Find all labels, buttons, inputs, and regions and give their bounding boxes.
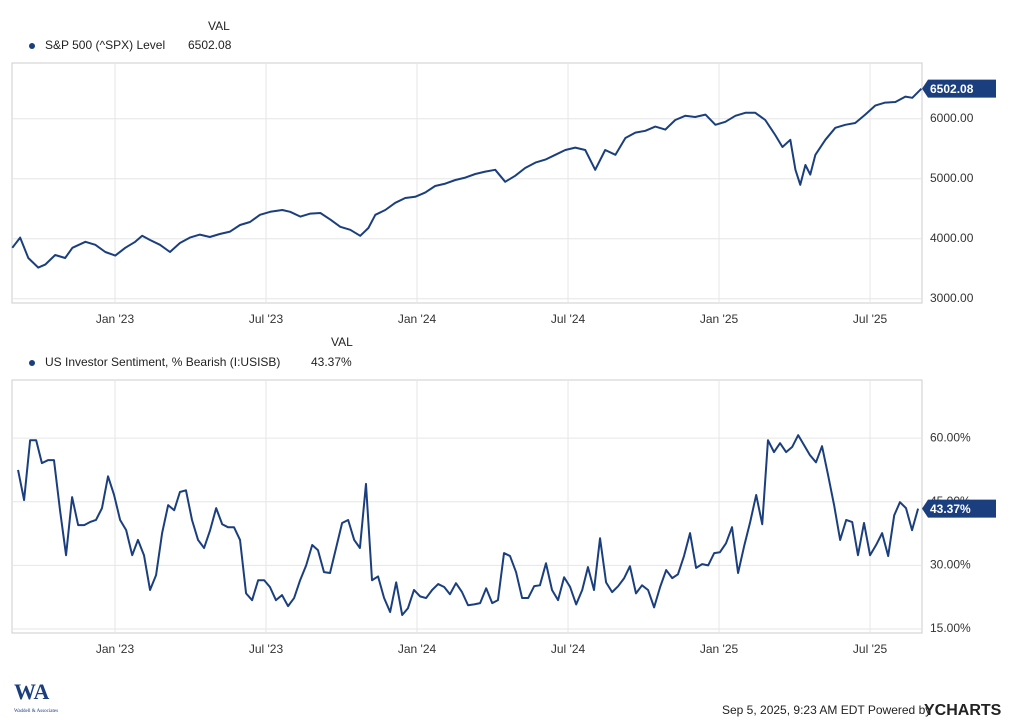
y-tick-label: 6000.00	[930, 111, 974, 125]
y-tick-label: 15.00%	[930, 621, 971, 635]
y-tick-label: 5000.00	[930, 171, 974, 185]
x-tick-label: Jul '25	[853, 642, 888, 656]
logo: WA	[14, 679, 50, 704]
legend-label: S&P 500 (^SPX) Level	[45, 38, 165, 52]
logo-text: Waddell & Associates	[14, 709, 58, 714]
plot-frame	[11, 379, 923, 634]
value-tag-label: 6502.08	[930, 82, 974, 96]
value-tag	[922, 499, 996, 518]
x-tick-label: Jul '24	[551, 642, 586, 656]
x-tick-label: Jan '25	[700, 642, 739, 656]
value-header: VAL	[208, 19, 230, 33]
y-tick-label: 3000.00	[930, 291, 974, 305]
x-tick-label: Jan '24	[398, 312, 437, 326]
x-tick-label: Jul '24	[551, 312, 586, 326]
value-tag-label: 43.37%	[930, 502, 971, 516]
series-line	[11, 87, 923, 269]
y-tick-label: 30.00%	[930, 558, 971, 572]
x-tick-label: Jan '23	[96, 312, 135, 326]
x-tick-label: Jul '23	[249, 312, 284, 326]
brand: YCHARTS	[924, 702, 1002, 719]
legend-dot	[29, 360, 35, 366]
value-header: VAL	[331, 335, 353, 349]
x-tick-label: Jan '25	[700, 312, 739, 326]
x-tick-label: Jul '25	[853, 312, 888, 326]
x-tick-label: Jan '24	[398, 642, 437, 656]
x-tick-label: Jul '23	[249, 642, 284, 656]
current-value: 6502.08	[188, 38, 232, 52]
timestamp: Sep 5, 2025, 9:23 AM EDT Powered by	[722, 703, 931, 717]
legend-label: US Investor Sentiment, % Bearish (I:USIS…	[45, 355, 280, 369]
series-line	[17, 434, 920, 617]
current-value: 43.37%	[311, 355, 352, 369]
x-tick-label: Jan '23	[96, 642, 135, 656]
value-tag	[922, 79, 996, 98]
legend-dot	[29, 43, 35, 49]
y-tick-label: 4000.00	[930, 231, 974, 245]
plot-frame	[11, 62, 923, 304]
y-tick-label: 60.00%	[930, 430, 971, 444]
